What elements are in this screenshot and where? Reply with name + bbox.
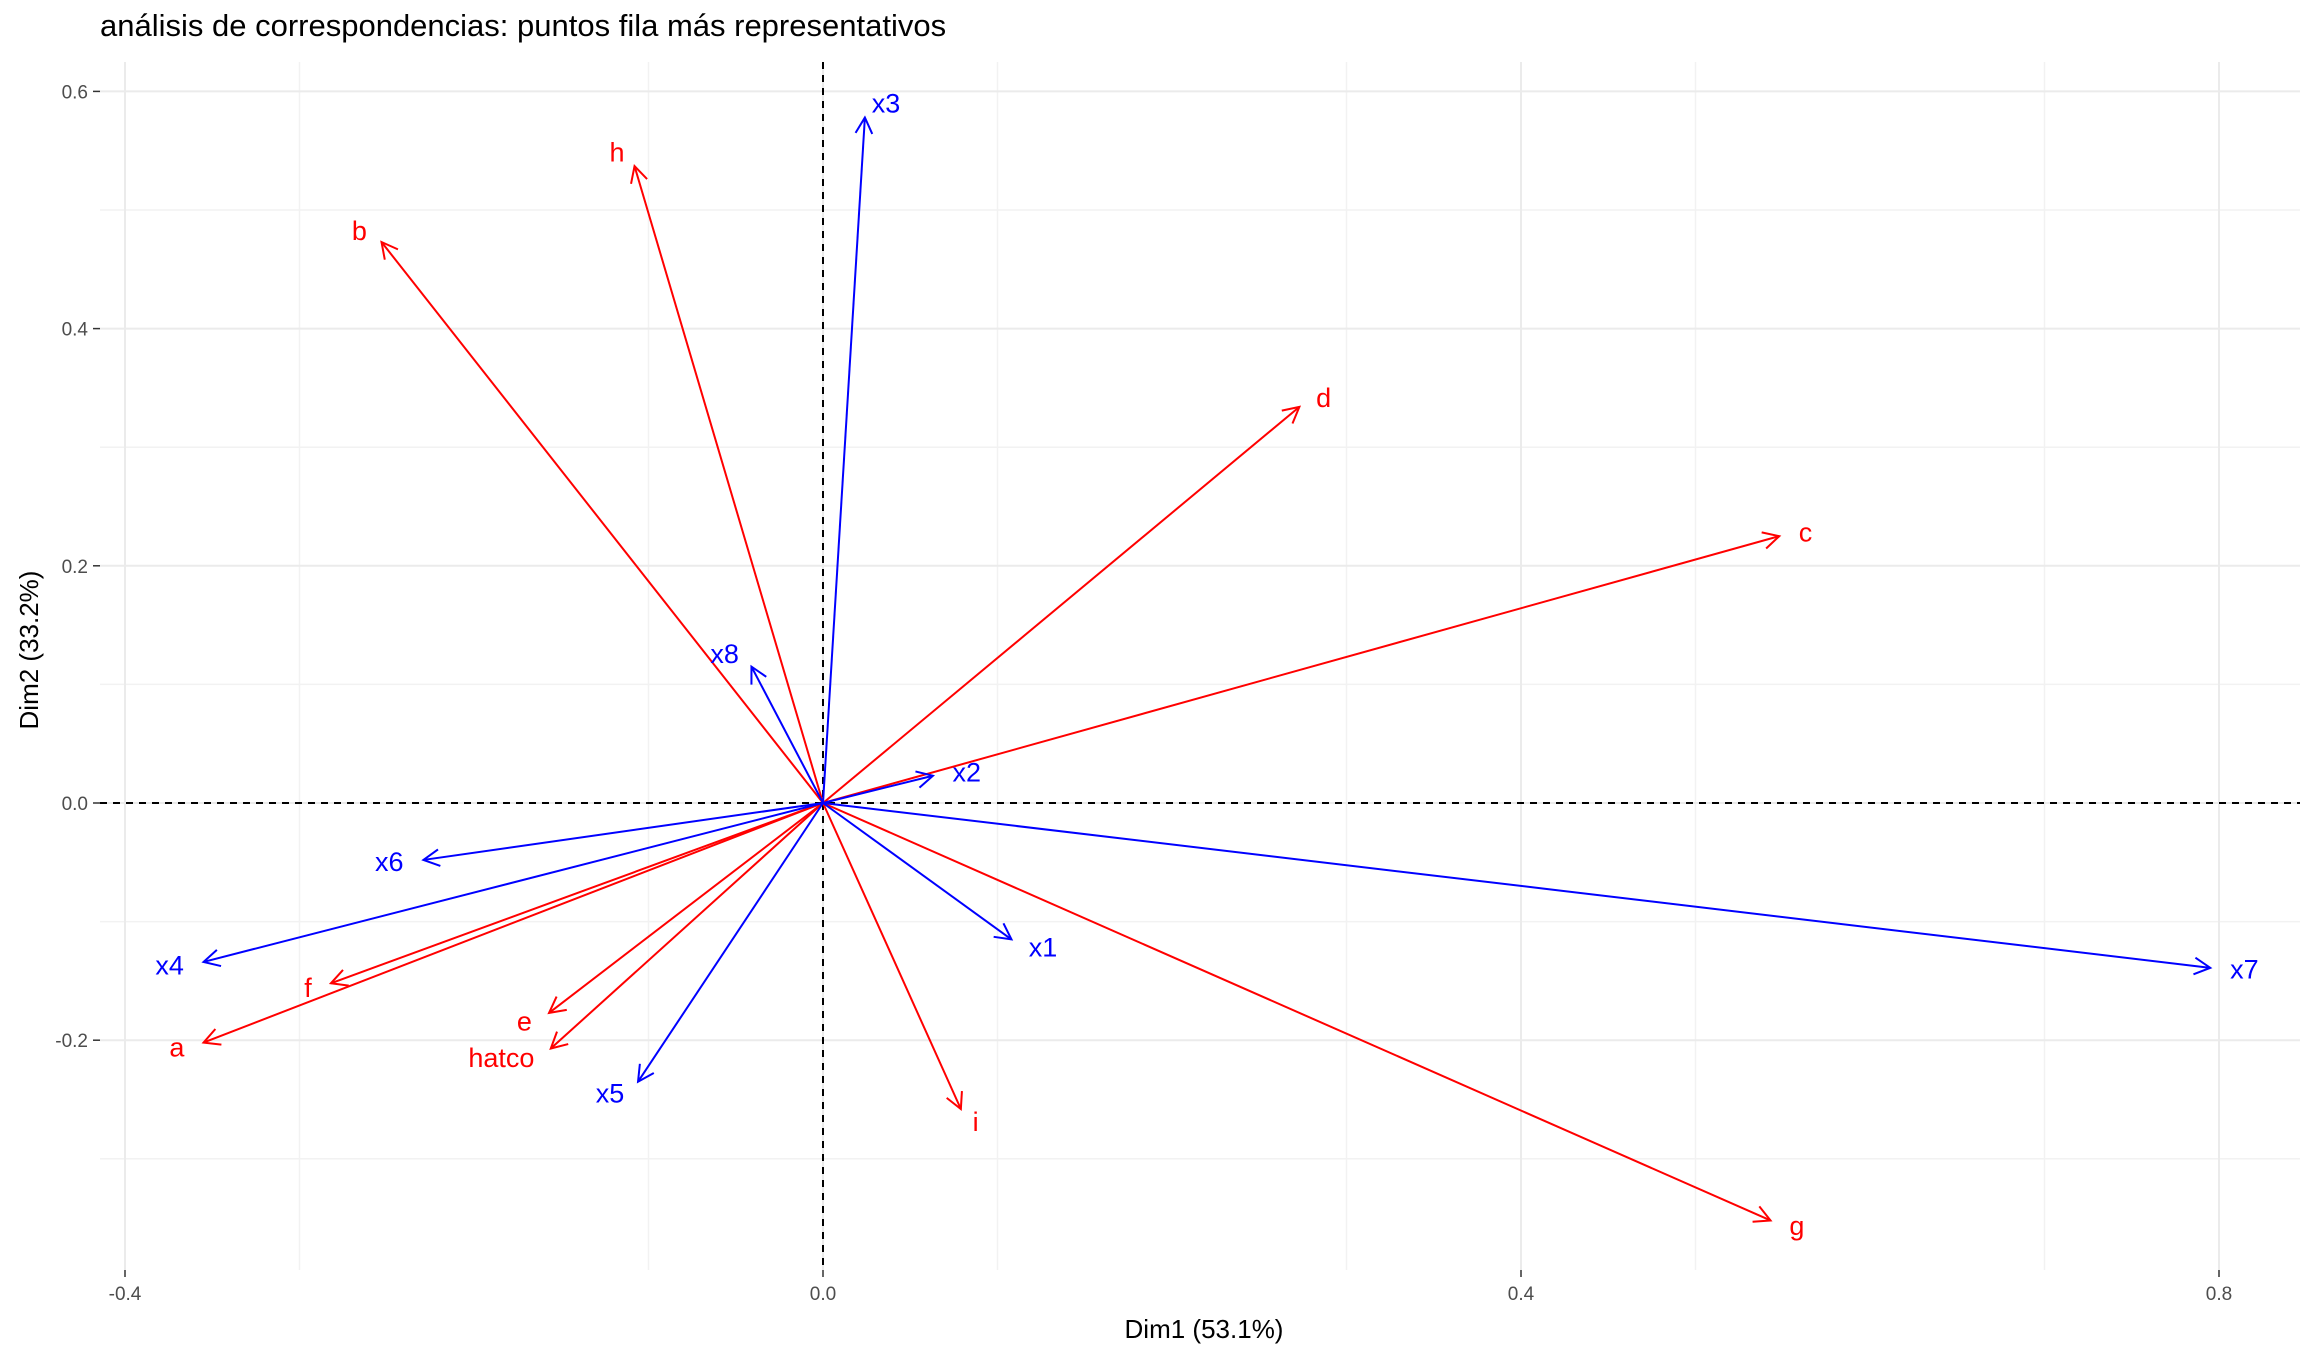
y-tick-label: 0.0 [62, 794, 88, 815]
vector-line [548, 802, 824, 1014]
vector-label: x2 [953, 757, 982, 787]
vector-line [750, 666, 824, 804]
vector-label: g [1789, 1211, 1804, 1241]
vector-line [633, 165, 824, 804]
vector-x2: x2 [822, 757, 982, 804]
vector-label: x3 [872, 89, 901, 119]
vector-label: b [352, 216, 367, 246]
vector-x7: x7 [822, 802, 2259, 985]
vector-c: c [822, 517, 1813, 804]
vector-hatco: hatco [468, 802, 824, 1073]
vector-line [330, 802, 824, 985]
vector-line [203, 802, 824, 963]
vector-label: hatco [468, 1043, 534, 1073]
arrow-head [915, 770, 936, 789]
vector-label: x8 [710, 639, 739, 669]
vector-x8: x8 [710, 639, 824, 804]
y-tick-label: -0.2 [55, 1031, 88, 1052]
arrow-head [636, 1063, 655, 1084]
vector-h: h [610, 138, 824, 804]
vector-i: i [822, 802, 979, 1137]
vector-e: e [517, 802, 824, 1036]
vector-label: x6 [375, 847, 404, 877]
vector-b: b [352, 216, 824, 804]
vector-f: f [304, 802, 824, 1003]
x-tick-label: 0.4 [1508, 1284, 1535, 1305]
vector-label: x4 [155, 950, 184, 980]
x-tick-label: 0.0 [810, 1284, 836, 1305]
vector-label: x7 [2230, 955, 2259, 985]
x-tick-label: -0.4 [109, 1284, 142, 1305]
arrow-head [549, 1031, 569, 1050]
arrow-head [854, 115, 874, 135]
vector-line [822, 535, 1780, 804]
axes: -0.4 0.0 0.4 0.8 -0.2 0.0 0.2 0.4 0.6 [55, 62, 2300, 1305]
vector-x6: x6 [375, 802, 824, 877]
arrow-head [421, 848, 441, 867]
chart-title: análisis de correspondencias: puntos fil… [100, 8, 947, 43]
vector-line [637, 802, 824, 1083]
vector-label: f [304, 973, 312, 1003]
x-axis-title: Dim1 (53.1%) [1125, 1314, 1284, 1344]
y-axis-title: Dim2 (33.2%) [14, 571, 44, 730]
y-tick-label: 0.2 [62, 557, 88, 578]
vector-x3: x3 [822, 89, 901, 804]
arrow-head [993, 922, 1014, 941]
vector-line [822, 802, 2211, 969]
arrow-head [2193, 956, 2213, 976]
vector-label: a [169, 1033, 185, 1063]
arrow-head [1761, 531, 1782, 550]
arrow-head [328, 969, 349, 987]
arrow-head [750, 664, 767, 685]
vector-label: x1 [1029, 933, 1058, 963]
vector-a: a [169, 802, 824, 1063]
vector-line [822, 406, 1301, 804]
vector-g: g [822, 802, 1804, 1241]
vector-label: d [1316, 383, 1331, 413]
vectors: a b c d e f g h i hatco x1 x2 x3 x4 x5 x6 x7 x8 [155, 89, 2258, 1242]
vector-label: h [610, 138, 625, 168]
vector-label: x5 [596, 1078, 625, 1108]
vector-line [822, 117, 866, 804]
arrow-head [630, 164, 648, 184]
vector-label: i [973, 1107, 979, 1137]
y-tick-label: 0.4 [62, 320, 89, 341]
arrow-head [547, 996, 567, 1015]
arrow-head [1752, 1205, 1773, 1223]
vector-label: c [1799, 517, 1813, 547]
vector-line [550, 802, 824, 1050]
y-tick-label: 0.6 [62, 82, 88, 103]
vector-line [380, 241, 824, 804]
arrow-head [201, 1028, 222, 1046]
arrow-head [946, 1090, 963, 1111]
vector-x4: x4 [155, 802, 824, 980]
x-tick-label: 0.8 [2206, 1284, 2232, 1305]
arrow-head [1281, 405, 1302, 424]
vector-line [822, 802, 1771, 1222]
vector-x5: x5 [596, 802, 824, 1108]
vector-line [822, 774, 934, 804]
vector-line [822, 802, 962, 1110]
arrow-head [380, 240, 399, 260]
vector-x1: x1 [822, 802, 1058, 963]
vector-line [822, 802, 1013, 941]
grid [100, 62, 2300, 1270]
vector-d: d [822, 383, 1331, 804]
vector-label: e [517, 1006, 532, 1036]
arrow-head [201, 949, 222, 968]
vector-line [423, 802, 824, 861]
vector-line [203, 802, 824, 1044]
